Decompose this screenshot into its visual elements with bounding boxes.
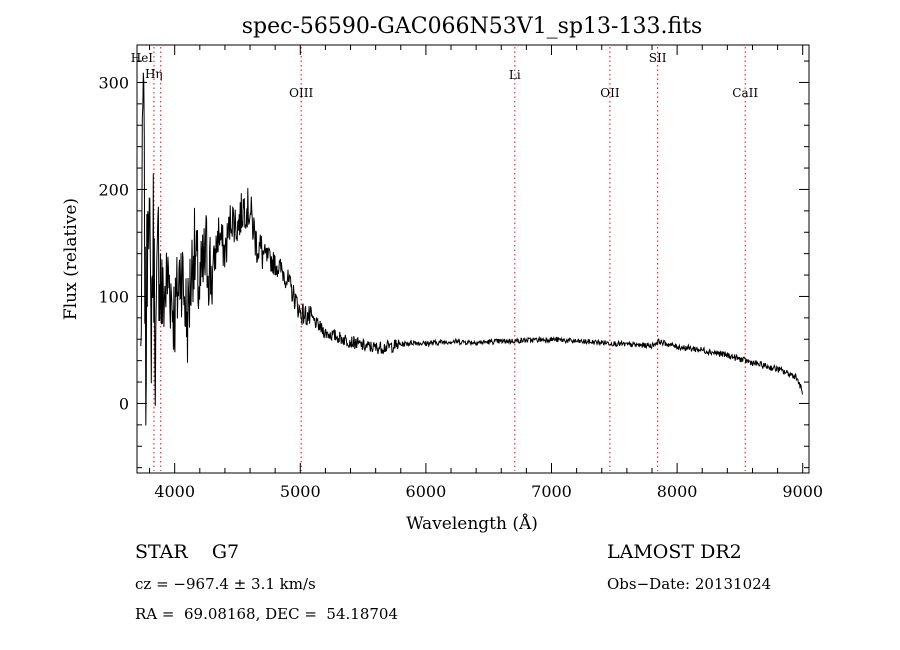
redshift-velocity: cz = −967.4 ± 3.1 km/s: [135, 575, 316, 593]
y-tick-label: 0: [119, 394, 129, 413]
line-marker-label: OIII: [289, 86, 313, 100]
y-tick-label: 200: [98, 180, 129, 199]
x-axis-label: Wavelength (Å): [406, 513, 538, 534]
line-marker-label: Li: [509, 68, 521, 82]
y-axis-label: Flux (relative): [61, 198, 81, 320]
x-tick-label: 4000: [154, 482, 195, 501]
axis-ticks: 4000 5000 6000 7000 8000 9000 0 100 200 300: [98, 45, 823, 501]
object-class: STAR G7: [135, 541, 240, 563]
x-tick-label: 6000: [406, 482, 447, 501]
x-tick-label: 8000: [657, 482, 698, 501]
x-tick-label: 5000: [280, 482, 321, 501]
chart-title: spec-56590-GAC066N53V1_sp13-133.fits: [242, 14, 703, 39]
survey-name: LAMOST DR2: [607, 541, 742, 563]
sky-coordinates: RA = 69.08168, DEC = 54.18704: [135, 605, 399, 623]
line-marker-label: Hη: [145, 67, 163, 81]
flux-series-line: [140, 72, 803, 426]
line-marker-label: HeI: [131, 51, 154, 65]
y-tick-label: 300: [98, 73, 129, 92]
line-marker-label: SII: [649, 51, 667, 65]
line-marker-label: CaII: [732, 86, 758, 100]
y-tick-label: 100: [98, 287, 129, 306]
x-tick-label: 9000: [782, 482, 823, 501]
plot-frame: [136, 44, 810, 474]
x-tick-label: 7000: [531, 482, 572, 501]
line-marker-label: OII: [600, 86, 620, 100]
observation-date: Obs−Date: 20131024: [607, 575, 772, 593]
